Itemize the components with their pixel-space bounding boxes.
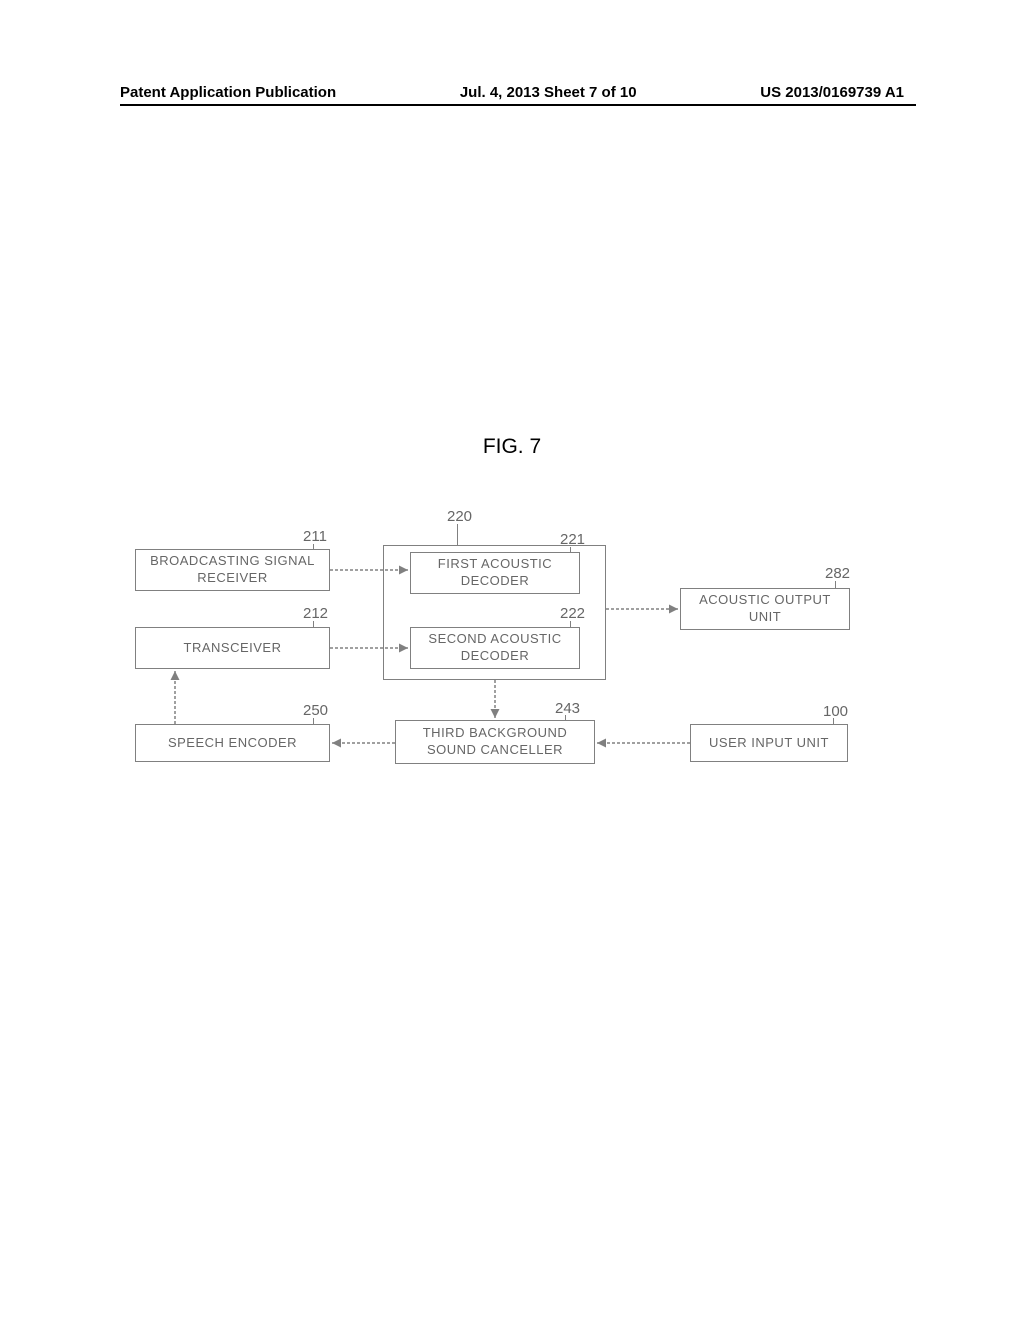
header-center: Jul. 4, 2013 Sheet 7 of 10 <box>460 84 637 101</box>
page-header: Patent Application Publication Jul. 4, 2… <box>0 84 1024 101</box>
header-right: US 2013/0169739 A1 <box>760 84 904 101</box>
arrows-svg <box>135 510 890 820</box>
header-left: Patent Application Publication <box>120 84 336 101</box>
block-diagram: BROADCASTING SIGNAL RECEIVER TRANSCEIVER… <box>135 510 890 820</box>
figure-title: FIG. 7 <box>0 435 1024 459</box>
page-container: Patent Application Publication Jul. 4, 2… <box>0 0 1024 1320</box>
header-rule <box>120 104 916 106</box>
